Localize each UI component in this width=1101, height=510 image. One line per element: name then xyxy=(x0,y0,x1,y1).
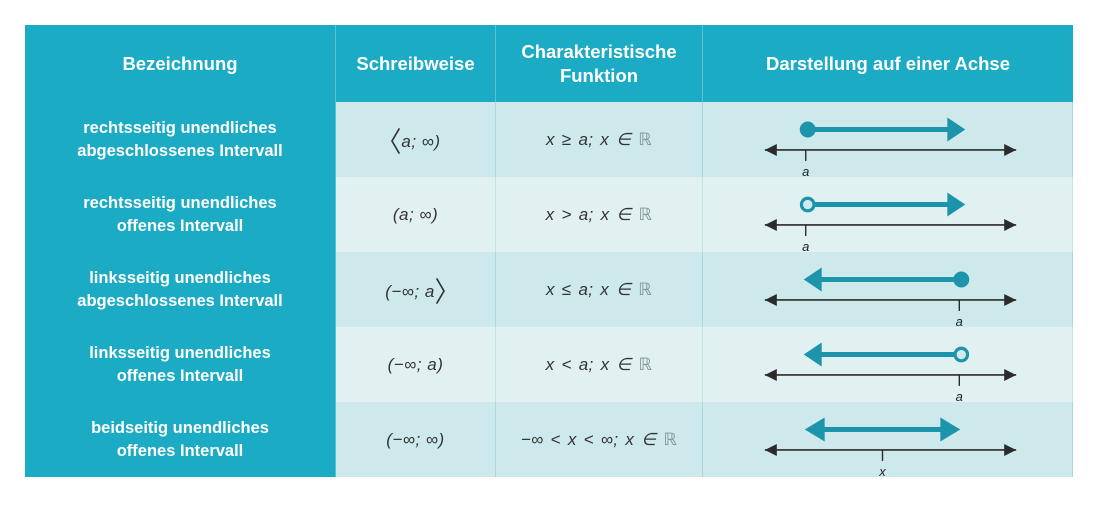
svg-text:a: a xyxy=(956,313,963,327)
svg-text:x: x xyxy=(878,463,886,477)
svg-text:a: a xyxy=(802,163,809,177)
svg-text:a: a xyxy=(956,388,963,402)
svg-text:a: a xyxy=(802,238,809,252)
